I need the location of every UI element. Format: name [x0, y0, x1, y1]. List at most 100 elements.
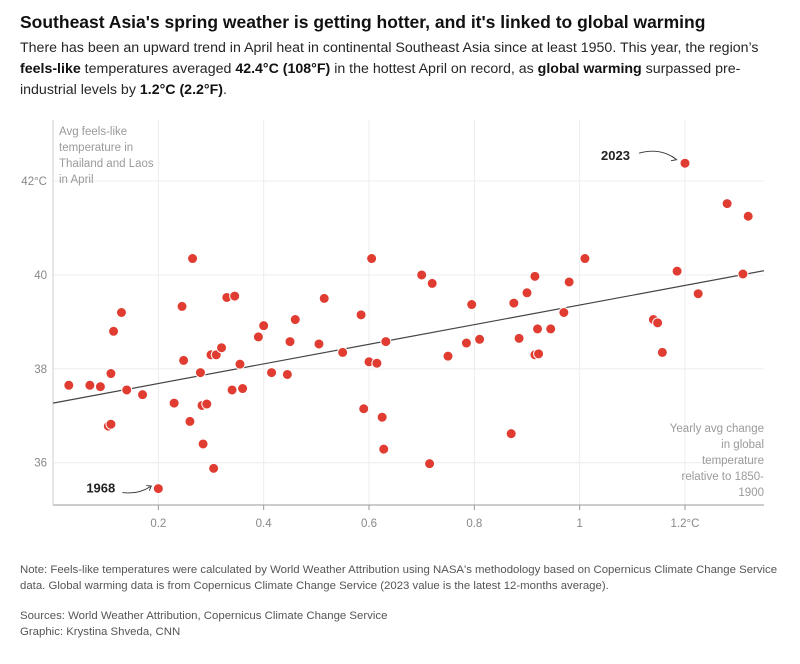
data-point — [208, 462, 220, 474]
y-axis-ticks: 36 38 40 42°C — [21, 176, 47, 470]
data-point — [187, 253, 199, 265]
data-point — [371, 357, 383, 369]
y-tick-label: 40 — [34, 270, 47, 282]
data-point — [563, 276, 575, 288]
data-point — [545, 323, 557, 335]
annotation-arrowhead — [670, 155, 678, 162]
data-point — [532, 323, 544, 335]
data-point — [378, 443, 390, 455]
subtitle-bold-global-warming: global warming — [537, 61, 642, 77]
data-point — [121, 384, 133, 396]
data-point — [152, 483, 164, 495]
annotations: 1968 2023 — [86, 148, 678, 496]
x-axis-label-line: relative to 1850- — [682, 471, 765, 483]
data-point — [558, 307, 570, 318]
data-point — [318, 292, 330, 304]
data-point — [313, 338, 325, 350]
data-point — [108, 325, 120, 337]
data-point — [737, 268, 749, 280]
footnote: Note: Feels-like temperatures were calcu… — [20, 564, 778, 592]
data-point — [289, 314, 301, 326]
data-point — [178, 354, 190, 366]
data-point — [229, 290, 241, 302]
data-point — [184, 415, 196, 427]
data-point — [266, 367, 278, 379]
x-axis-label-line: temperature — [702, 455, 764, 467]
subtitle-bold-temperature: 42.4°C (108°F) — [235, 61, 331, 77]
data-point — [234, 358, 246, 370]
x-tick-label: 0.6 — [361, 518, 377, 530]
annotation-label: 1968 — [86, 481, 115, 496]
y-axis-label-line: temperature in — [59, 142, 133, 154]
data-point — [366, 253, 378, 265]
data-point — [216, 342, 228, 354]
x-axis-label-line: 1900 — [738, 487, 764, 499]
subtitle-bold-warming-level: 1.2°C (2.2°F) — [139, 82, 223, 98]
data-point — [137, 389, 149, 401]
x-tick-label: 1 — [576, 518, 582, 530]
data-point — [679, 157, 691, 169]
data-point — [105, 418, 117, 430]
data-point — [237, 383, 249, 395]
data-point — [176, 300, 188, 312]
data-point — [656, 346, 668, 358]
y-axis-label-line: Avg feels-like — [59, 126, 127, 138]
data-point — [194, 367, 206, 379]
x-axis-label-line: in global — [721, 439, 764, 451]
data-point — [337, 346, 349, 358]
chart-subtitle: There has been an upward trend in April … — [20, 38, 785, 101]
data-point — [105, 368, 117, 380]
subtitle-text-2: temperatures averaged — [80, 61, 236, 77]
data-point — [505, 428, 517, 440]
x-axis-label-line: Yearly avg change — [670, 423, 764, 435]
data-point — [521, 287, 533, 299]
subtitle-text-1: There has been an upward trend in April … — [20, 40, 759, 56]
annotation-arrowhead — [146, 485, 152, 491]
data-point — [252, 331, 264, 343]
data-point — [281, 368, 293, 380]
data-point — [424, 458, 436, 470]
chart-title: Southeast Asia's spring weather is getti… — [20, 12, 706, 32]
trend-line — [52, 270, 765, 404]
data-point — [533, 348, 545, 360]
annotation-label: 2023 — [601, 148, 630, 163]
data-point — [376, 411, 388, 423]
data-point — [652, 317, 664, 329]
x-tick-label: 0.4 — [256, 518, 273, 530]
graphic-credit: Graphic: Krystina Shveda, CNN — [20, 626, 181, 638]
data-point — [513, 332, 525, 344]
data-points — [63, 157, 754, 495]
y-tick-label: 42°C — [21, 176, 47, 188]
data-point — [442, 350, 454, 362]
data-point — [692, 288, 704, 300]
data-point — [742, 210, 754, 222]
data-point — [529, 270, 541, 282]
x-axis-ticks: 0.2 0.4 0.6 0.8 1 1.2°C — [150, 505, 699, 530]
data-point — [416, 269, 428, 281]
data-point — [115, 307, 127, 318]
data-point — [466, 299, 478, 311]
y-axis-label-line: in April — [59, 174, 94, 186]
data-point — [84, 379, 96, 391]
subtitle-text-4: surpassed pre-industrial levels by — [20, 61, 741, 98]
subtitle-text-3: in the hottest April on record, as — [330, 61, 538, 77]
data-point — [460, 337, 472, 349]
x-tick-label: 1.2°C — [671, 518, 700, 530]
data-point — [721, 198, 733, 210]
x-axis-label: Yearly avg change in global temperature rel… — [670, 423, 764, 499]
y-axis-label-line: Thailand and Laos — [59, 158, 154, 170]
gridlines — [53, 120, 764, 505]
x-tick-label: 0.2 — [150, 518, 166, 530]
data-point — [355, 309, 367, 321]
scatter-chart: 0.2 0.4 0.6 0.8 1 1.2°C 36 38 40 42°C Avg feels-… — [21, 120, 765, 530]
data-point — [258, 320, 270, 332]
sources-block: Sources: World Weather Attribution, Cope… — [20, 608, 780, 640]
data-point — [226, 384, 238, 396]
annotation-arrow — [122, 486, 151, 494]
data-point — [579, 253, 591, 265]
y-tick-label: 38 — [34, 364, 47, 376]
data-point — [94, 381, 106, 393]
data-point — [671, 265, 683, 277]
subtitle-text-5: . — [222, 82, 227, 98]
data-point — [63, 379, 75, 391]
